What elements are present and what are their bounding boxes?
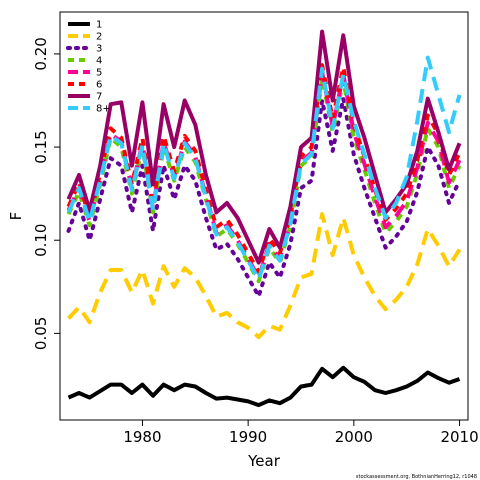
legend-label-3: 3 [96,44,102,55]
legend-label-7: 7 [96,92,102,103]
legend-label-4: 4 [96,56,102,67]
series-layer [66,29,462,408]
y-tick-label: 0.10 [32,224,50,257]
credit-text: stockassessment.org, BothnianHerring12, … [356,474,477,480]
x-tick-label: 1980 [123,428,161,446]
x-tick-label: 2000 [335,428,373,446]
series-line-1 [67,365,461,408]
legend-label-6: 6 [96,80,102,91]
plot-frame [59,11,469,421]
y-tick-label: 0.20 [32,37,50,70]
series-line-7 [66,29,462,265]
x-tick-label: 1990 [229,428,267,446]
y-tick-label: 0.15 [32,130,50,163]
legend-label-8: 8+ [96,104,111,115]
x-axis: 1980 1990 2000 2010 [123,420,479,446]
legend-label-2: 2 [96,32,102,43]
x-tick-label: 2010 [440,428,478,446]
legend-label-1: 1 [96,20,102,31]
legend-label-5: 5 [96,68,102,79]
series-line-8 [66,55,462,282]
x-axis-title: Year [247,452,281,470]
y-axis: 0.05 0.10 0.15 0.20 [32,37,60,350]
y-axis-title: F [7,212,25,221]
series-line-2 [67,212,462,340]
y-tick-label: 0.05 [32,317,50,350]
